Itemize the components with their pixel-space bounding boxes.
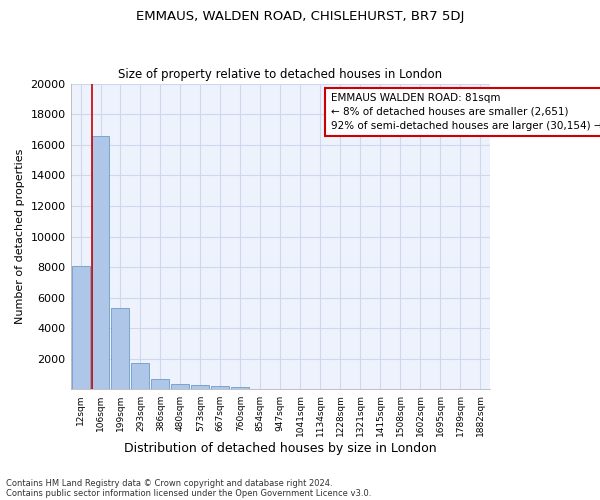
Bar [211,386,229,390]
Bar [232,386,250,390]
Y-axis label: Number of detached properties: Number of detached properties [15,149,25,324]
Text: Contains public sector information licensed under the Open Government Licence v3: Contains public sector information licen… [6,488,371,498]
Text: EMMAUS, WALDEN ROAD, CHISLEHURST, BR7 5DJ: EMMAUS, WALDEN ROAD, CHISLEHURST, BR7 5D… [136,10,464,23]
Bar [71,266,89,390]
Bar [151,379,169,390]
Bar [131,362,149,390]
Bar [191,385,209,390]
Text: Contains HM Land Registry data © Crown copyright and database right 2024.: Contains HM Land Registry data © Crown c… [6,478,332,488]
X-axis label: Distribution of detached houses by size in London: Distribution of detached houses by size … [124,442,437,455]
Text: EMMAUS WALDEN ROAD: 81sqm
← 8% of detached houses are smaller (2,651)
92% of sem: EMMAUS WALDEN ROAD: 81sqm ← 8% of detach… [331,92,600,130]
Title: Size of property relative to detached houses in London: Size of property relative to detached ho… [118,68,442,81]
Bar [172,384,190,390]
Bar [92,136,109,390]
Bar [112,308,130,390]
